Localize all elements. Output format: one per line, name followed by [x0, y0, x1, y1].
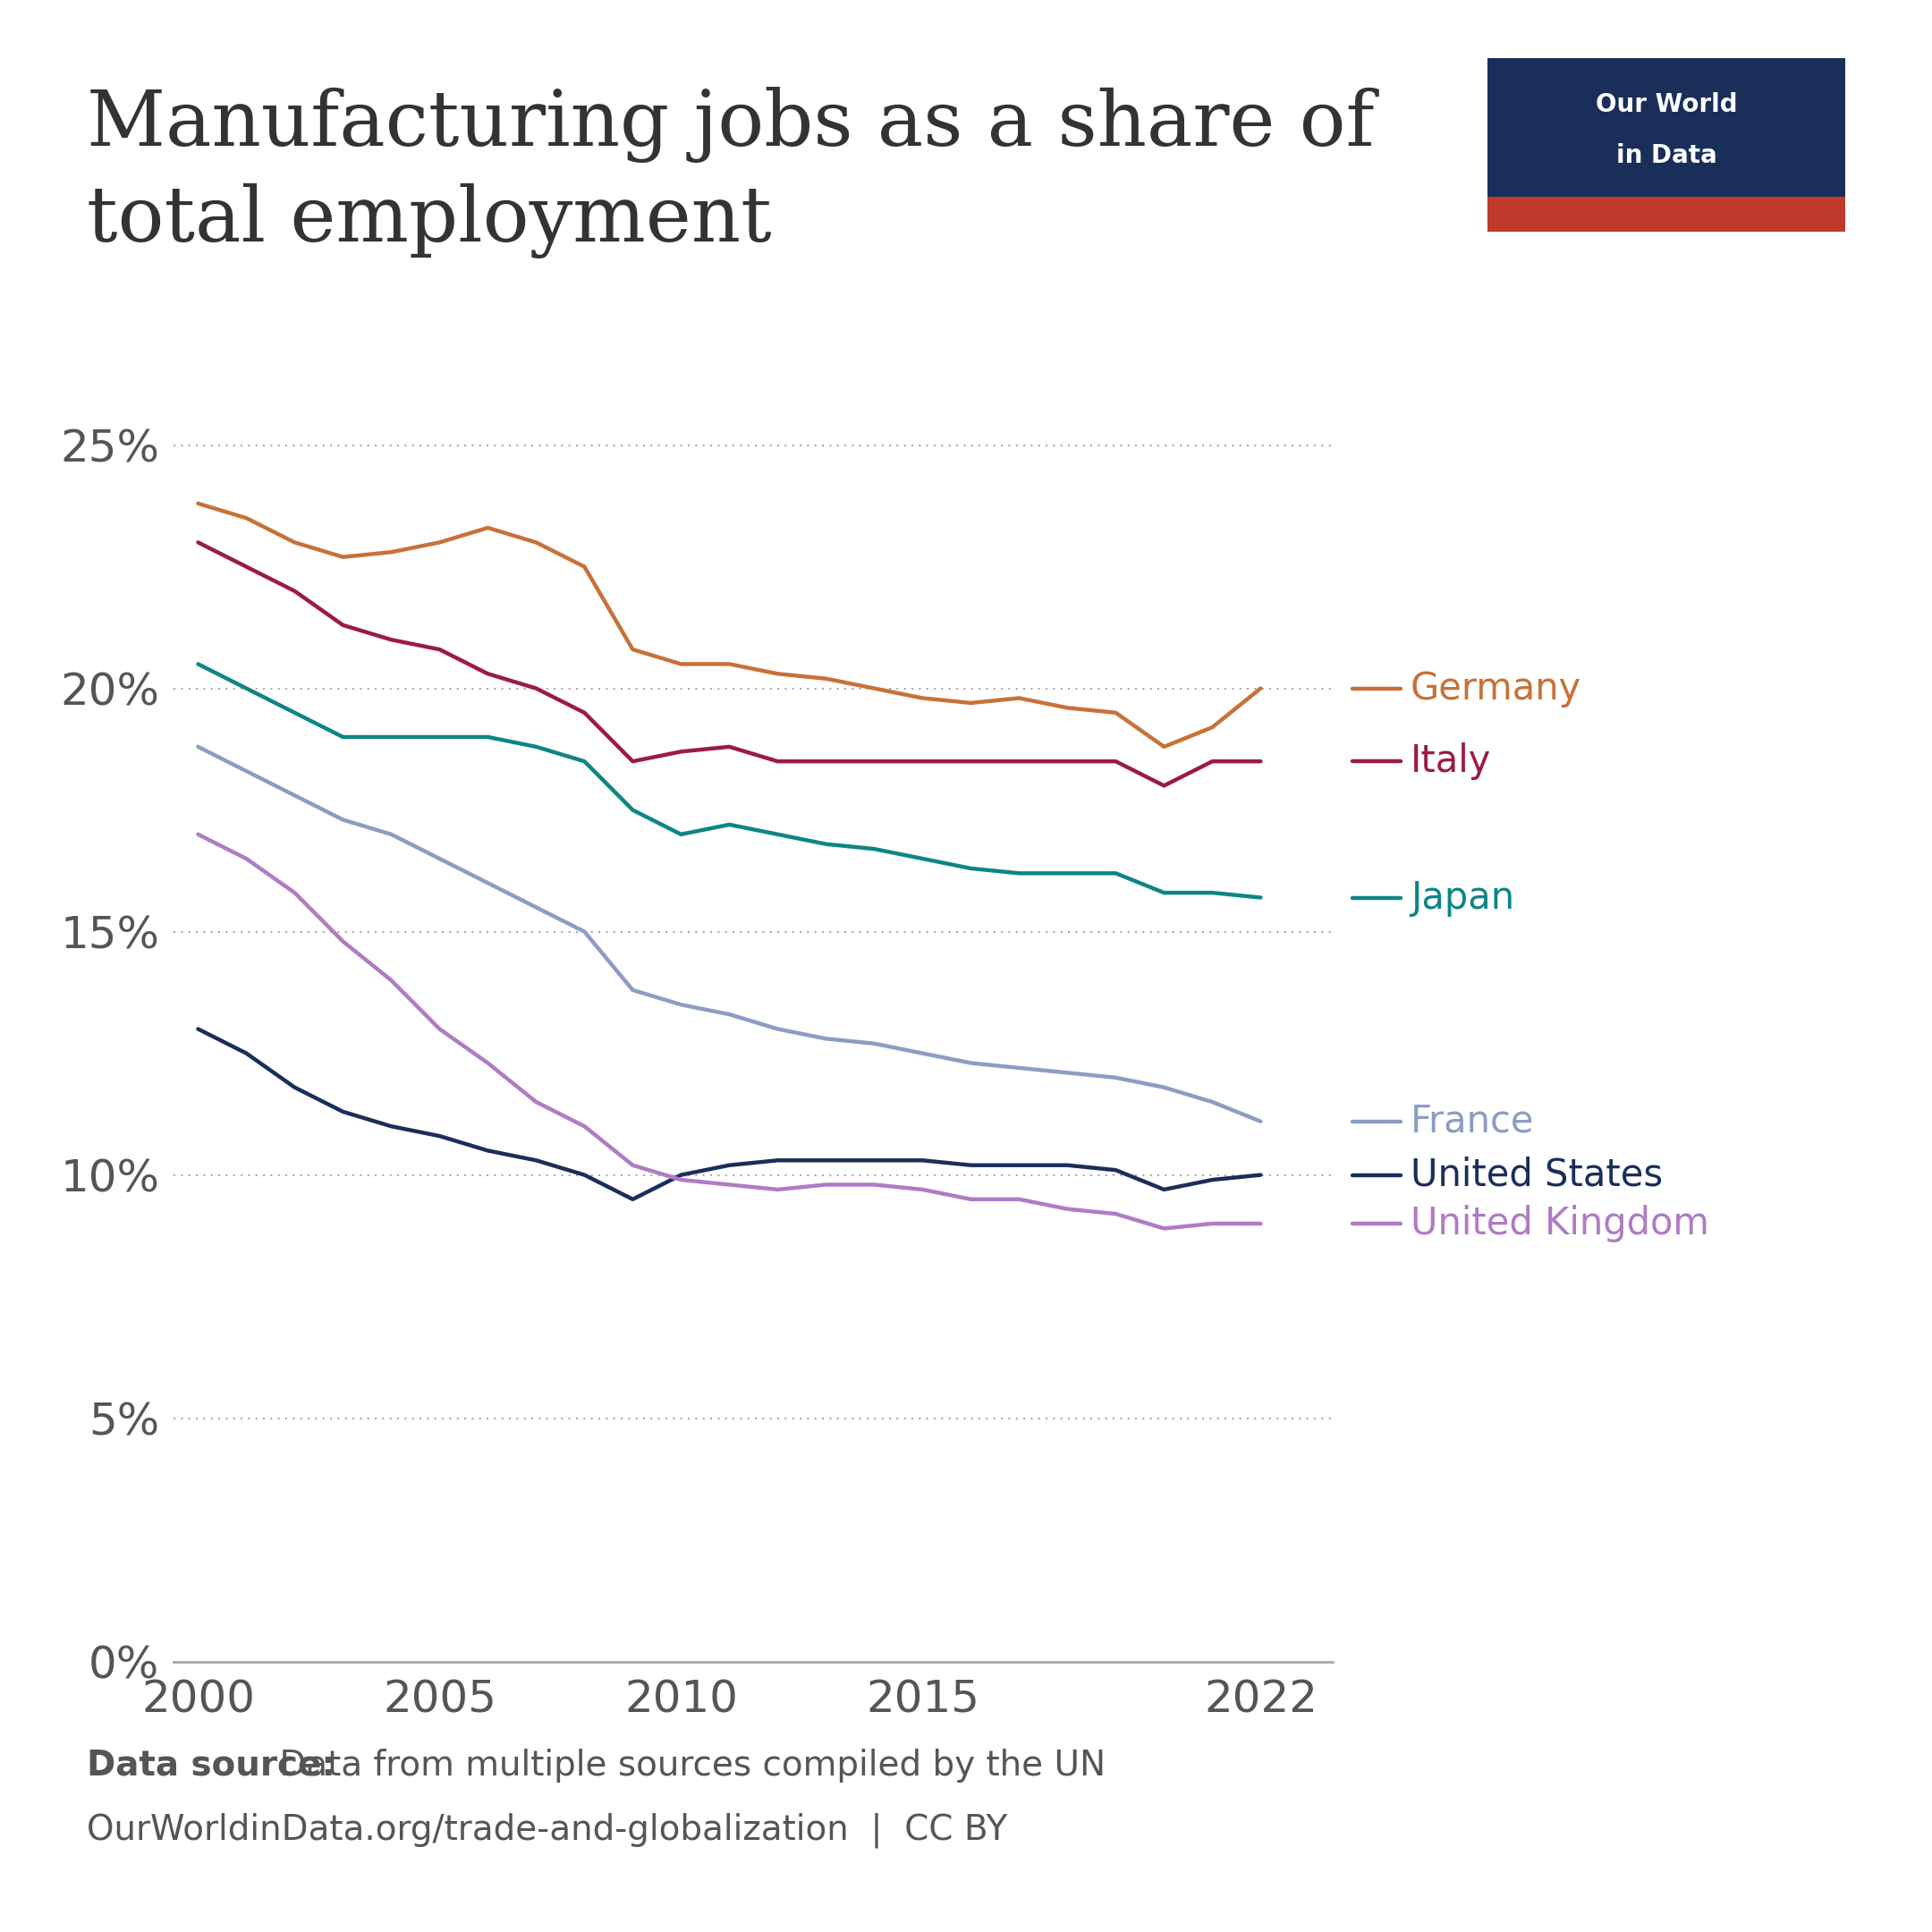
Text: OurWorldinData.org/trade-and-globalization  |  CC BY: OurWorldinData.org/trade-and-globalizati… [87, 1812, 1009, 1847]
Text: Data from multiple sources compiled by the UN: Data from multiple sources compiled by t… [269, 1748, 1105, 1783]
Text: Germany: Germany [1410, 670, 1582, 707]
Text: Italy: Italy [1410, 742, 1492, 781]
Text: United Kingdom: United Kingdom [1410, 1206, 1710, 1242]
Text: total employment: total employment [87, 184, 773, 259]
Text: Data source:: Data source: [87, 1748, 336, 1783]
Text: France: France [1410, 1103, 1534, 1140]
Bar [1488, 197, 1845, 232]
Text: United States: United States [1410, 1155, 1663, 1194]
Text: Japan: Japan [1410, 879, 1515, 916]
Text: Our World: Our World [1596, 93, 1737, 118]
Text: Manufacturing jobs as a share of: Manufacturing jobs as a share of [87, 87, 1374, 162]
Text: in Data: in Data [1615, 143, 1718, 168]
